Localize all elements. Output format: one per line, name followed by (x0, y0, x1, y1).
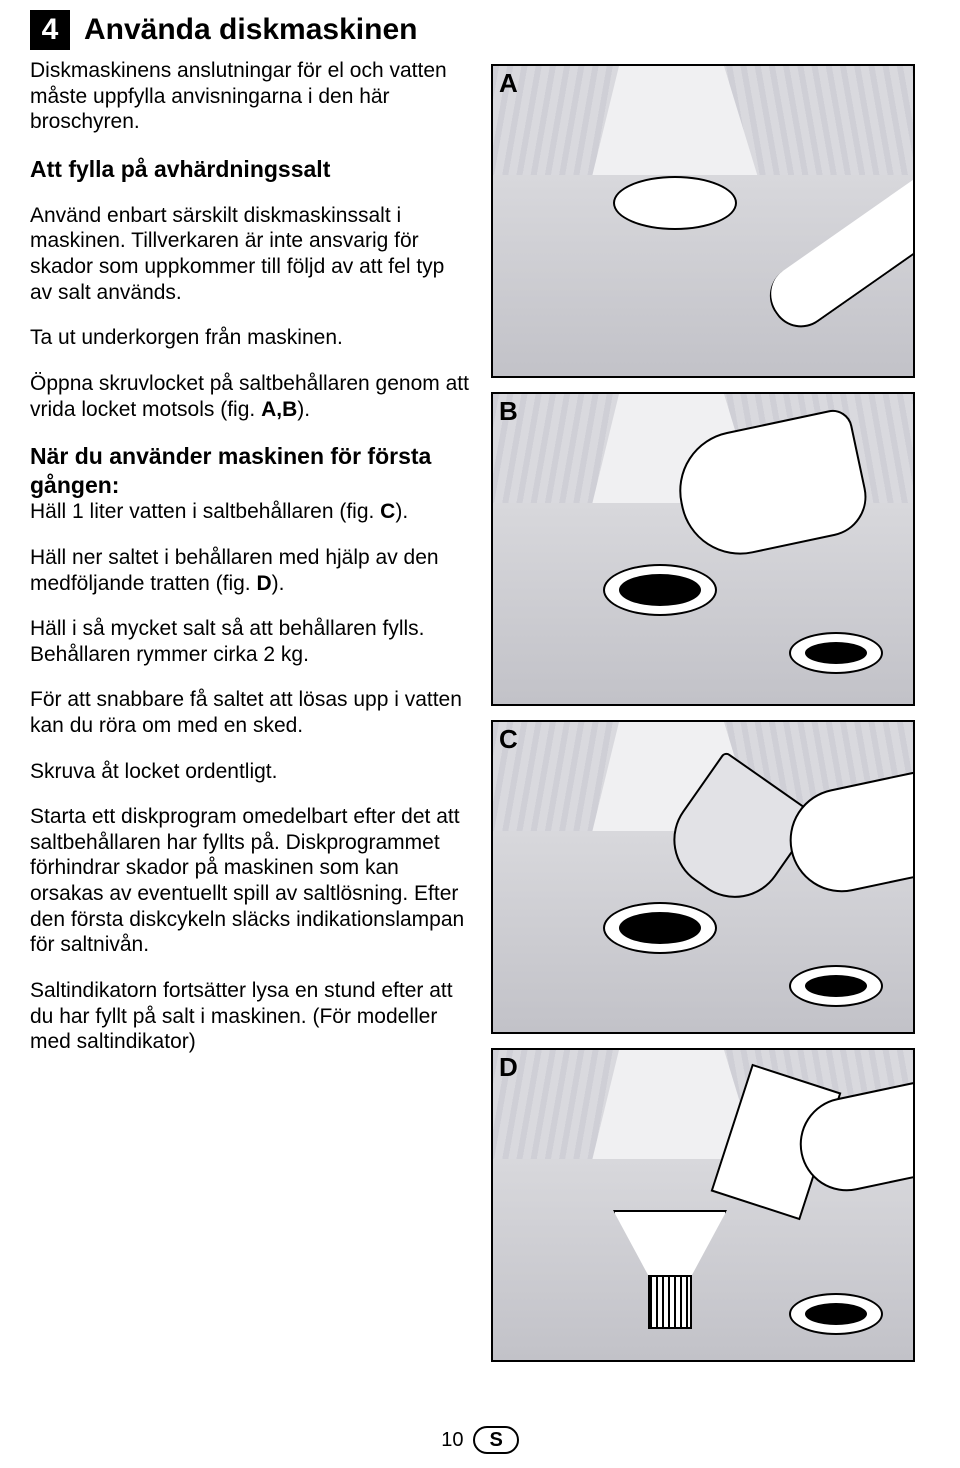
fig-ref-c: C (380, 500, 395, 523)
drain-icon (789, 1293, 883, 1335)
drain-icon (789, 965, 883, 1007)
first-use-tail: ). (395, 500, 408, 523)
illustration-label-b: B (499, 396, 518, 427)
page-number: 10 (441, 1429, 463, 1452)
salt-opening-icon (603, 902, 717, 954)
salt-paragraph-2: Ta ut underkorgen från maskinen. (30, 325, 469, 351)
salt-opening-icon (603, 564, 717, 616)
pour-paragraph: Häll ner saltet i behållaren med hjälp a… (30, 545, 469, 596)
start-paragraph: Starta ett diskprogram omedelbart efter … (30, 804, 469, 958)
stir-paragraph: För att snabbare få saltet att lösas upp… (30, 687, 469, 738)
salt-heading: Att fylla på avhärdningssalt (30, 155, 469, 183)
step-number-badge: 4 (30, 10, 70, 50)
illustration-label-d: D (499, 1052, 518, 1083)
intro-paragraph: Diskmaskinens anslutningar för el och va… (30, 58, 469, 135)
funnel-neck-icon (648, 1275, 692, 1329)
indicator-paragraph: Saltindikatorn fortsätter lysa en stund … (30, 978, 469, 1055)
illustration-label-a: A (499, 68, 518, 99)
section-title: Använda diskmaskinen (84, 13, 417, 47)
drain-icon (789, 632, 883, 674)
illustration-b: B (491, 392, 915, 706)
text-column: Diskmaskinens anslutningar för el och va… (30, 58, 469, 1362)
fig-ref-d: D (256, 572, 271, 595)
first-use-heading: När du använder maskinen för första gång… (30, 443, 431, 498)
pour-text: Häll ner saltet i behållaren med hjälp a… (30, 546, 439, 595)
salt-p3-text: Öppna skruvlocket på saltbehållaren geno… (30, 372, 469, 421)
language-badge: S (473, 1426, 518, 1454)
illustration-label-c: C (499, 724, 518, 755)
first-use-block: När du använder maskinen för första gång… (30, 442, 469, 525)
illustration-d: D (491, 1048, 915, 1362)
content-row: Diskmaskinens anslutningar för el och va… (30, 58, 930, 1362)
salt-paragraph-1: Använd enbart särskilt diskmaskinssalt i… (30, 203, 469, 305)
salt-cap-gear-icon (613, 176, 737, 230)
first-use-text: Häll 1 liter vatten i saltbehållaren (fi… (30, 500, 380, 523)
pour-tail: ). (272, 572, 285, 595)
section-header: 4 Använda diskmaskinen (30, 10, 930, 50)
manual-page: 4 Använda diskmaskinen Diskmaskinens ans… (0, 0, 960, 1468)
illustration-c: C (491, 720, 915, 1034)
salt-p3-tail: ). (297, 398, 310, 421)
illustration-a: A (491, 64, 915, 378)
screw-paragraph: Skruva åt locket ordentligt. (30, 759, 469, 785)
fill-paragraph: Häll i så mycket salt så att behållaren … (30, 616, 469, 667)
page-footer: 10 S (0, 1426, 960, 1454)
fig-ref-ab: A,B (261, 398, 297, 421)
salt-paragraph-3: Öppna skruvlocket på saltbehållaren geno… (30, 371, 469, 422)
illustration-column: A B C (491, 58, 930, 1362)
